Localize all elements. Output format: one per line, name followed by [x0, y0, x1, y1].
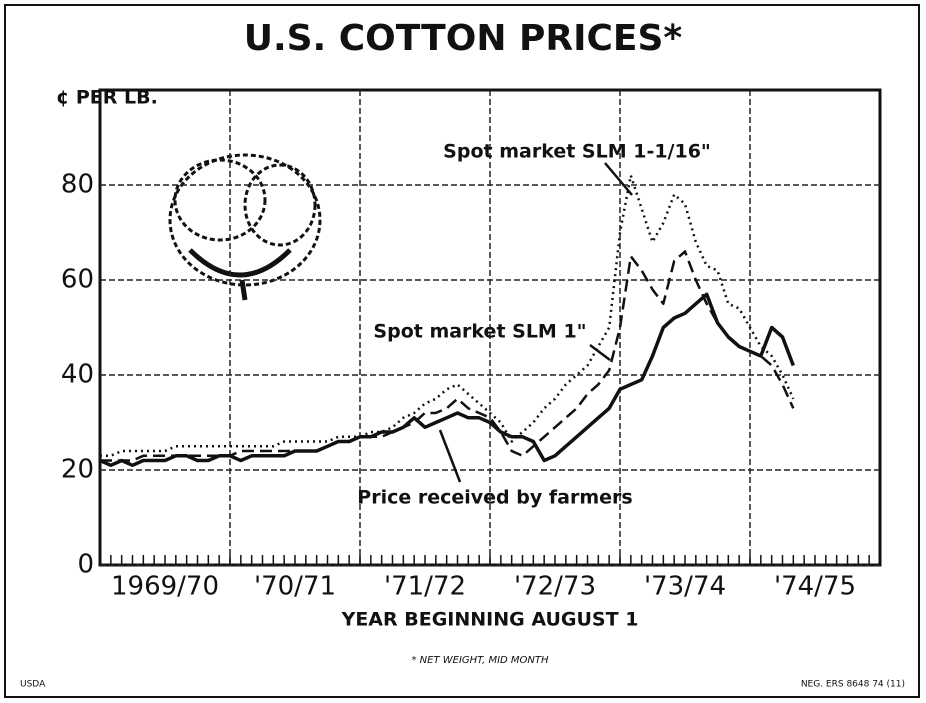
y-tick-label: 60	[61, 265, 94, 295]
annotation-pointer	[590, 345, 610, 360]
x-tick-label: '74/75	[774, 572, 856, 602]
y-tick-label: 0	[77, 550, 94, 580]
y-tick-label: 40	[61, 360, 94, 390]
source-right: NEG. ERS 8648 74 (11)	[801, 680, 905, 690]
cotton-boll-icon	[170, 155, 320, 300]
chart-title: U.S. COTTON PRICES*	[244, 18, 683, 59]
annotation: Spot market SLM 1-1/16"	[443, 141, 711, 163]
y-tick-label: 20	[61, 455, 94, 485]
source-left: USDA	[20, 680, 46, 690]
x-tick-label: '72/73	[514, 572, 596, 602]
annotation: Price received by farmers	[357, 487, 632, 509]
annotation-pointer	[440, 430, 460, 482]
series-line	[100, 252, 793, 461]
series-line	[100, 176, 793, 456]
y-tick-label: 80	[61, 170, 94, 200]
x-axis-label: YEAR BEGINNING AUGUST 1	[341, 609, 639, 631]
annotation-pointer	[605, 163, 632, 195]
chart: U.S. COTTON PRICES* ¢ PER LB. YEAR BEGIN…	[0, 0, 926, 703]
x-tick-label: 1969/70	[111, 572, 219, 602]
x-tick-label: '70/71	[254, 572, 336, 602]
annotation: Spot market SLM 1"	[373, 321, 586, 343]
x-tick-label: '73/74	[644, 572, 726, 602]
footnote: * NET WEIGHT, MID MONTH	[411, 655, 549, 666]
x-tick-label: '71/72	[384, 572, 466, 602]
